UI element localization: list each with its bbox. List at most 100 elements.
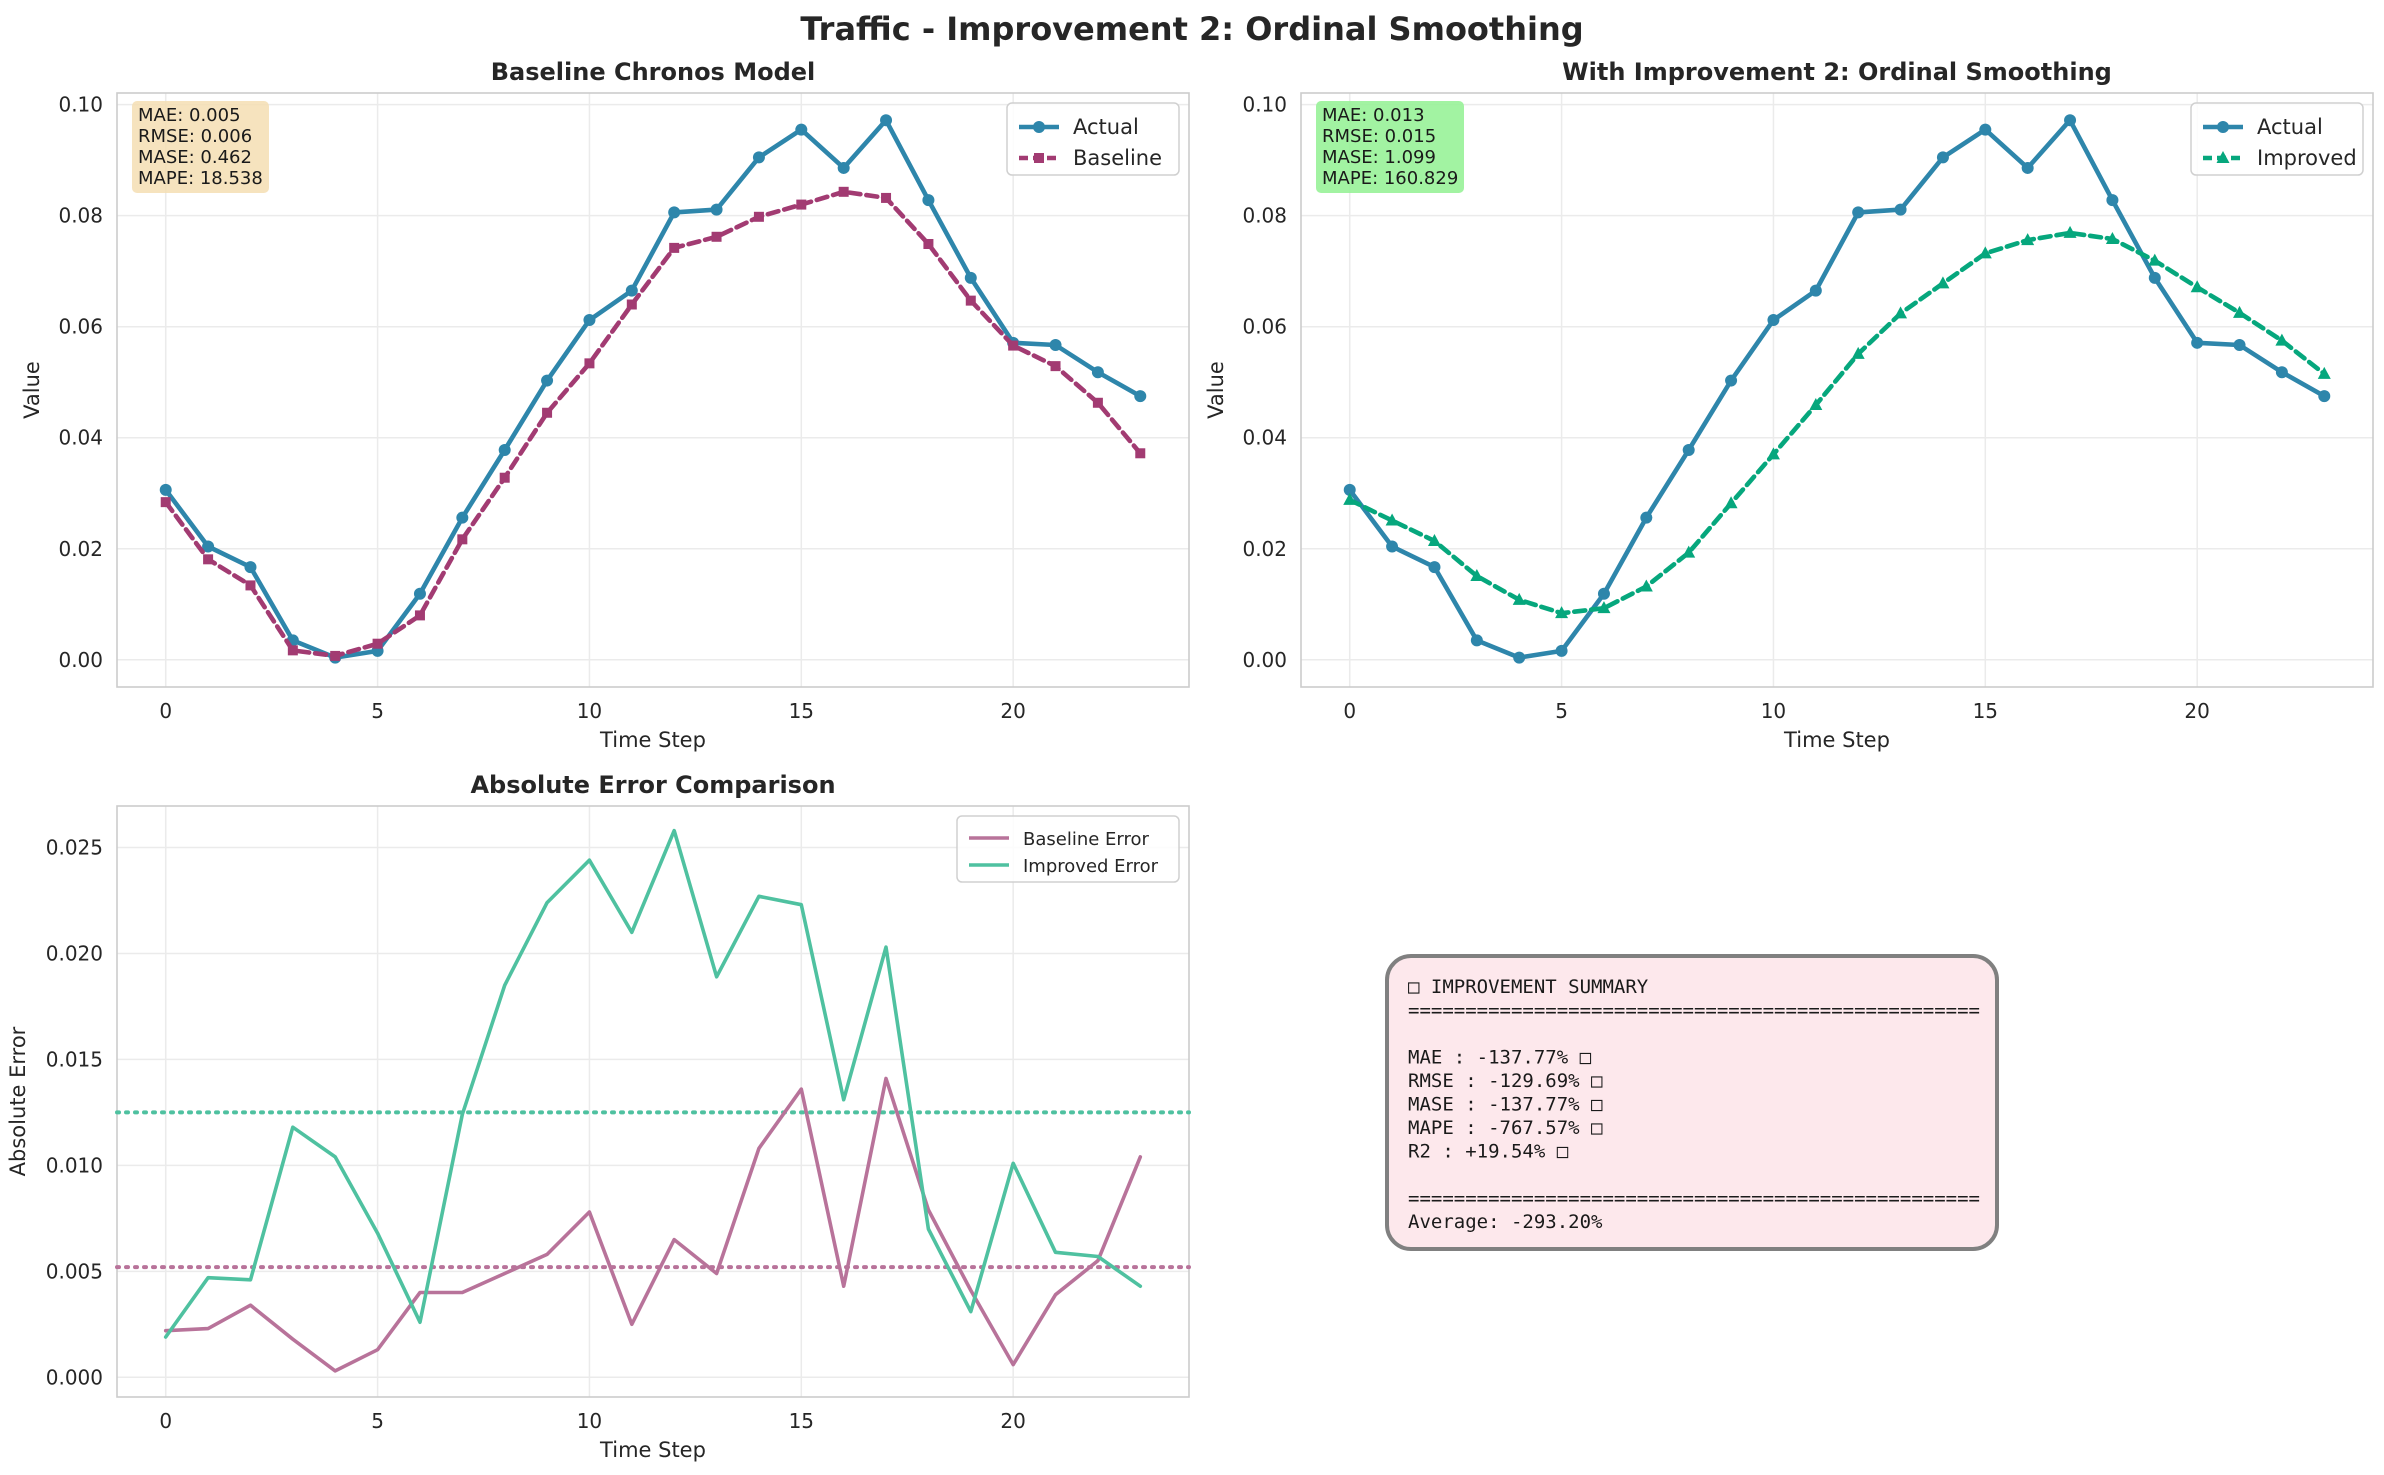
metrics-text: MASE: 1.099 — [1322, 147, 1436, 168]
data-point — [795, 123, 808, 136]
data-point — [1725, 374, 1738, 387]
metrics-text: MAPE: 18.538 — [138, 168, 263, 189]
data-point — [668, 206, 681, 219]
legend-marker — [2216, 151, 2230, 163]
y-tick-label: 0.02 — [58, 537, 103, 561]
data-point — [372, 638, 383, 649]
data-point — [1343, 492, 1357, 505]
data-point — [923, 238, 934, 249]
data-point — [203, 554, 214, 565]
data-point — [625, 284, 638, 297]
x-tick-label: 5 — [371, 1409, 384, 1433]
y-tick-label: 0.00 — [58, 648, 103, 672]
y-tick-label: 0.10 — [1242, 93, 1287, 117]
data-point — [2318, 390, 2331, 403]
data-point — [838, 186, 849, 197]
legend-marker — [2217, 121, 2229, 133]
data-point — [1640, 511, 1653, 524]
data-point — [880, 114, 893, 127]
improvement-summary: □ IMPROVEMENT SUMMARY===================… — [1385, 954, 1999, 1251]
data-point — [837, 161, 850, 174]
data-point — [2191, 336, 2204, 349]
data-point — [1767, 314, 1780, 327]
baseline-chart: 0 5 10 15 20 0.00 0.02 0.04 0.06 0.08 0.10 Baseline… — [20, 58, 1190, 752]
data-point — [542, 407, 553, 418]
data-point — [1134, 390, 1147, 403]
summary-line: RMSE : -129.69% □ — [1408, 1070, 1603, 1092]
y-tick-label: 0.015 — [46, 1047, 103, 1071]
x-tick-label: 10 — [577, 699, 602, 723]
series-line — [1347, 117, 2327, 660]
data-point — [1135, 448, 1146, 459]
data-point — [1724, 496, 1738, 509]
data-point — [752, 151, 765, 164]
y-tick-label: 0.06 — [1242, 315, 1287, 339]
data-point — [2148, 271, 2161, 284]
data-point — [922, 194, 935, 207]
data-point — [1597, 601, 1611, 614]
summary-line: Average: -293.20% — [1408, 1211, 1603, 1233]
data-point — [1428, 561, 1441, 574]
data-point — [159, 483, 172, 496]
data-point — [1343, 483, 1356, 496]
data-point — [1555, 644, 1568, 657]
legend-label: Baseline — [1073, 146, 1162, 170]
data-point — [964, 271, 977, 284]
data-point — [1766, 447, 1780, 460]
data-point — [881, 192, 892, 203]
y-axis-label: Value — [20, 361, 44, 419]
data-point — [457, 534, 468, 545]
plot-frame — [116, 805, 1190, 1398]
data-point — [2021, 161, 2034, 174]
y-tick-label: 0.000 — [46, 1365, 103, 1389]
data-point — [456, 511, 469, 524]
metrics-text: RMSE: 0.015 — [1322, 126, 1436, 147]
metrics-text: MAPE: 160.829 — [1322, 168, 1458, 189]
data-point — [287, 645, 298, 656]
y-tick-label: 0.06 — [58, 315, 103, 339]
summary-text: □ IMPROVEMENT SUMMARY===================… — [1408, 976, 1980, 1233]
y-tick-label: 0.02 — [1242, 537, 1287, 561]
metrics-text: RMSE: 0.006 — [138, 126, 252, 147]
x-tick-label: 15 — [789, 1409, 814, 1433]
y-tick-label: 0.010 — [46, 1153, 103, 1177]
data-point — [1555, 606, 1569, 619]
x-axis-label: Time Step — [599, 728, 706, 752]
plot-frame — [116, 92, 1190, 688]
data-point — [626, 299, 637, 310]
data-point — [2233, 339, 2246, 352]
x-tick-label: 0 — [159, 699, 172, 723]
data-point — [710, 203, 723, 216]
data-point — [796, 199, 807, 210]
metrics-box — [132, 101, 269, 193]
data-point — [245, 580, 256, 591]
metrics-box — [1316, 101, 1464, 193]
y-tick-label: 0.08 — [1242, 204, 1287, 228]
data-point — [1427, 533, 1441, 546]
data-point — [1092, 397, 1103, 408]
y-axis-label: Value — [1204, 361, 1228, 419]
data-point — [2021, 233, 2035, 246]
x-tick-label: 0 — [1343, 699, 1356, 723]
x-tick-label: 20 — [2184, 699, 2209, 723]
y-tick-label: 0.020 — [46, 941, 103, 965]
series-line — [163, 189, 1143, 659]
x-tick-label: 10 — [577, 1409, 602, 1433]
data-point — [2106, 194, 2119, 207]
summary-line: R2 : +19.54% □ — [1408, 1141, 1569, 1163]
legend-label: Improved Error — [1023, 856, 1159, 877]
data-point — [413, 587, 426, 600]
data-point — [583, 314, 596, 327]
summary-line: MAPE : -767.57% □ — [1408, 1117, 1603, 1139]
y-tick-label: 0.10 — [58, 93, 103, 117]
x-tick-label: 5 — [1555, 699, 1568, 723]
y-tick-label: 0.04 — [58, 426, 103, 450]
y-tick-label: 0.08 — [58, 204, 103, 228]
data-point — [1050, 361, 1061, 372]
data-point — [2233, 305, 2247, 318]
summary-line: ========================================… — [1408, 1188, 1980, 1210]
x-tick-label: 10 — [1761, 699, 1786, 723]
data-point — [753, 211, 764, 222]
data-point — [1979, 123, 1992, 136]
